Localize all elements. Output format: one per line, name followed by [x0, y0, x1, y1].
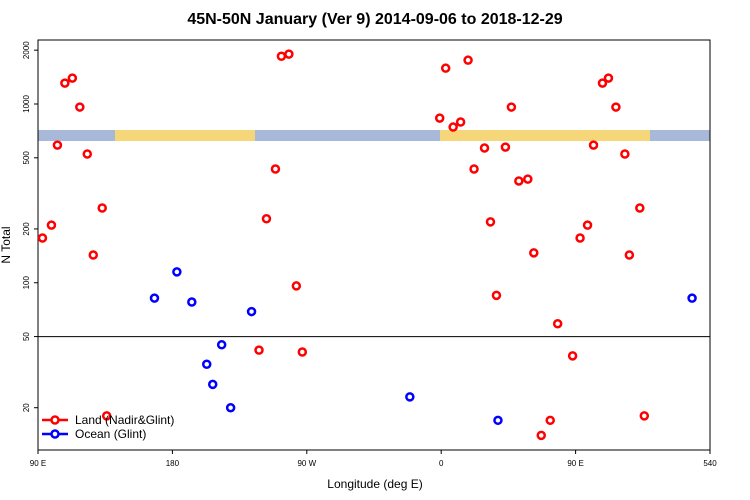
point: [101, 411, 112, 421]
y-tick-label: 50: [22, 332, 31, 341]
point: [82, 149, 93, 159]
point: [207, 379, 218, 390]
y-tick-label: 2000: [22, 41, 31, 59]
point: [149, 293, 160, 303]
point: [201, 359, 212, 370]
point: [639, 411, 650, 421]
point: [284, 49, 294, 59]
x-tick-label: 0: [439, 459, 444, 468]
point: [603, 73, 614, 83]
point: [500, 142, 511, 152]
legend-label: Land (Nadir&Glint): [75, 413, 174, 427]
point: [297, 347, 308, 357]
x-tick-label: 180: [166, 459, 180, 468]
point: [635, 203, 645, 213]
x-tick-label: 540: [703, 459, 717, 468]
x-tick-label: 90 E: [567, 459, 583, 468]
x-tick-label: 90 W: [297, 459, 316, 468]
map-strip: [38, 130, 710, 141]
point: [485, 217, 496, 227]
point: [225, 402, 236, 413]
point: [620, 149, 630, 159]
point: [172, 267, 182, 277]
y-tick-label: 1000: [22, 95, 31, 113]
point: [440, 63, 451, 73]
point: [46, 220, 57, 230]
point: [75, 102, 85, 112]
point: [567, 351, 578, 361]
legend-label: Ocean (Glint): [75, 427, 146, 441]
point: [545, 415, 555, 426]
point: [463, 55, 473, 65]
point: [575, 233, 585, 243]
point: [597, 78, 608, 88]
y-tick-label: 200: [22, 222, 31, 236]
point: [52, 140, 63, 150]
chart-title: 45N-50N January (Ver 9) 2014-09-06 to 20…: [187, 11, 562, 28]
point: [624, 250, 635, 260]
point: [254, 345, 264, 355]
plot-frame: [37, 39, 711, 451]
y-tick-label: 500: [22, 151, 31, 165]
point: [514, 176, 524, 186]
point: [216, 339, 227, 350]
y-tick-label: 20: [22, 403, 31, 412]
point: [291, 281, 302, 291]
point: [552, 318, 563, 329]
point: [529, 248, 539, 258]
point: [469, 164, 479, 174]
point: [448, 122, 458, 132]
x-tick-label: 90 E: [30, 459, 46, 468]
y-tick-label: 100: [22, 276, 31, 290]
point: [536, 430, 547, 441]
legend-marker: [50, 415, 60, 425]
point: [246, 306, 257, 317]
point: [588, 140, 599, 150]
point: [687, 293, 697, 303]
y-axis-label: N Total: [0, 226, 13, 263]
point: [97, 203, 107, 213]
point: [405, 392, 415, 402]
point: [434, 113, 445, 123]
point: [276, 51, 287, 61]
point: [455, 117, 466, 127]
point: [493, 415, 503, 426]
point: [582, 220, 593, 230]
point: [67, 73, 78, 83]
point: [479, 143, 490, 153]
point: [611, 102, 621, 112]
point: [270, 164, 281, 174]
x-axis-label: Longitude (deg E): [327, 477, 422, 491]
point: [88, 250, 99, 260]
point: [491, 290, 502, 301]
point: [523, 174, 533, 184]
legend-marker: [50, 429, 60, 439]
point: [37, 233, 48, 243]
point: [506, 102, 517, 112]
point: [60, 78, 70, 88]
point: [187, 297, 197, 307]
point: [261, 214, 272, 224]
